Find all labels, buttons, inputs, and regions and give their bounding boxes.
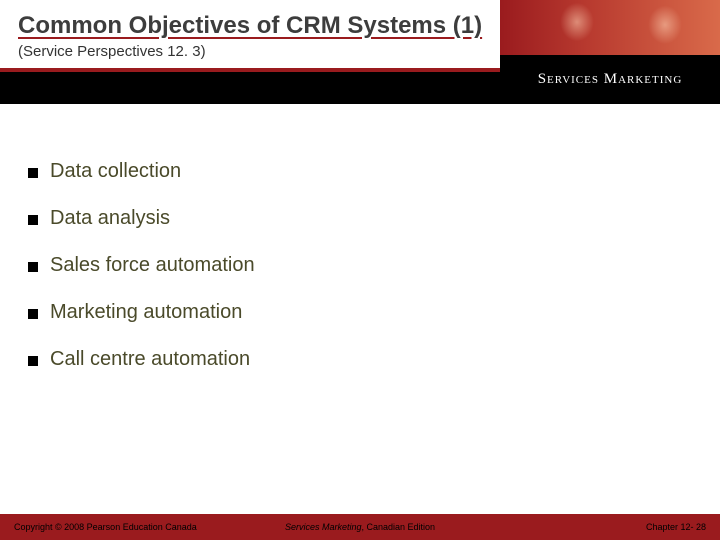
slide-title: Common Objectives of CRM Systems (1) [18,12,500,41]
list-item: Data collection [28,160,692,183]
list-item: Sales force automation [28,254,692,277]
book-title: Services Marketing [285,522,362,532]
bullet-text: Call centre automation [50,348,250,371]
brand-label: Services Marketing [500,55,720,104]
list-item: Data analysis [28,207,692,230]
list-item: Marketing automation [28,301,692,324]
page-number: Chapter 12- 28 [646,522,706,532]
square-bullet-icon [28,262,38,272]
slide-subtitle: (Service Perspectives 12. 3) [18,43,500,60]
header-photo [500,0,720,55]
slide: Common Objectives of CRM Systems (1) (Se… [0,0,720,540]
square-bullet-icon [28,215,38,225]
list-item: Call centre automation [28,348,692,371]
bullet-text: Sales force automation [50,254,255,277]
footer: Copyright © 2008 Pearson Education Canad… [0,514,720,540]
footer-center: Services Marketing, Canadian Edition [285,522,435,532]
people-image [500,0,720,55]
content-area: Data collection Data analysis Sales forc… [28,160,692,395]
copyright-text: Copyright © 2008 Pearson Education Canad… [14,522,197,532]
bullet-text: Data collection [50,160,181,183]
black-band-left [0,72,500,104]
square-bullet-icon [28,168,38,178]
bullet-list: Data collection Data analysis Sales forc… [28,160,692,371]
header: Common Objectives of CRM Systems (1) (Se… [0,0,720,104]
title-area: Common Objectives of CRM Systems (1) (Se… [0,0,500,60]
header-right: Services Marketing [500,0,720,104]
square-bullet-icon [28,356,38,366]
square-bullet-icon [28,309,38,319]
bullet-text: Data analysis [50,207,170,230]
bullet-text: Marketing automation [50,301,242,324]
book-edition: , Canadian Edition [361,522,435,532]
